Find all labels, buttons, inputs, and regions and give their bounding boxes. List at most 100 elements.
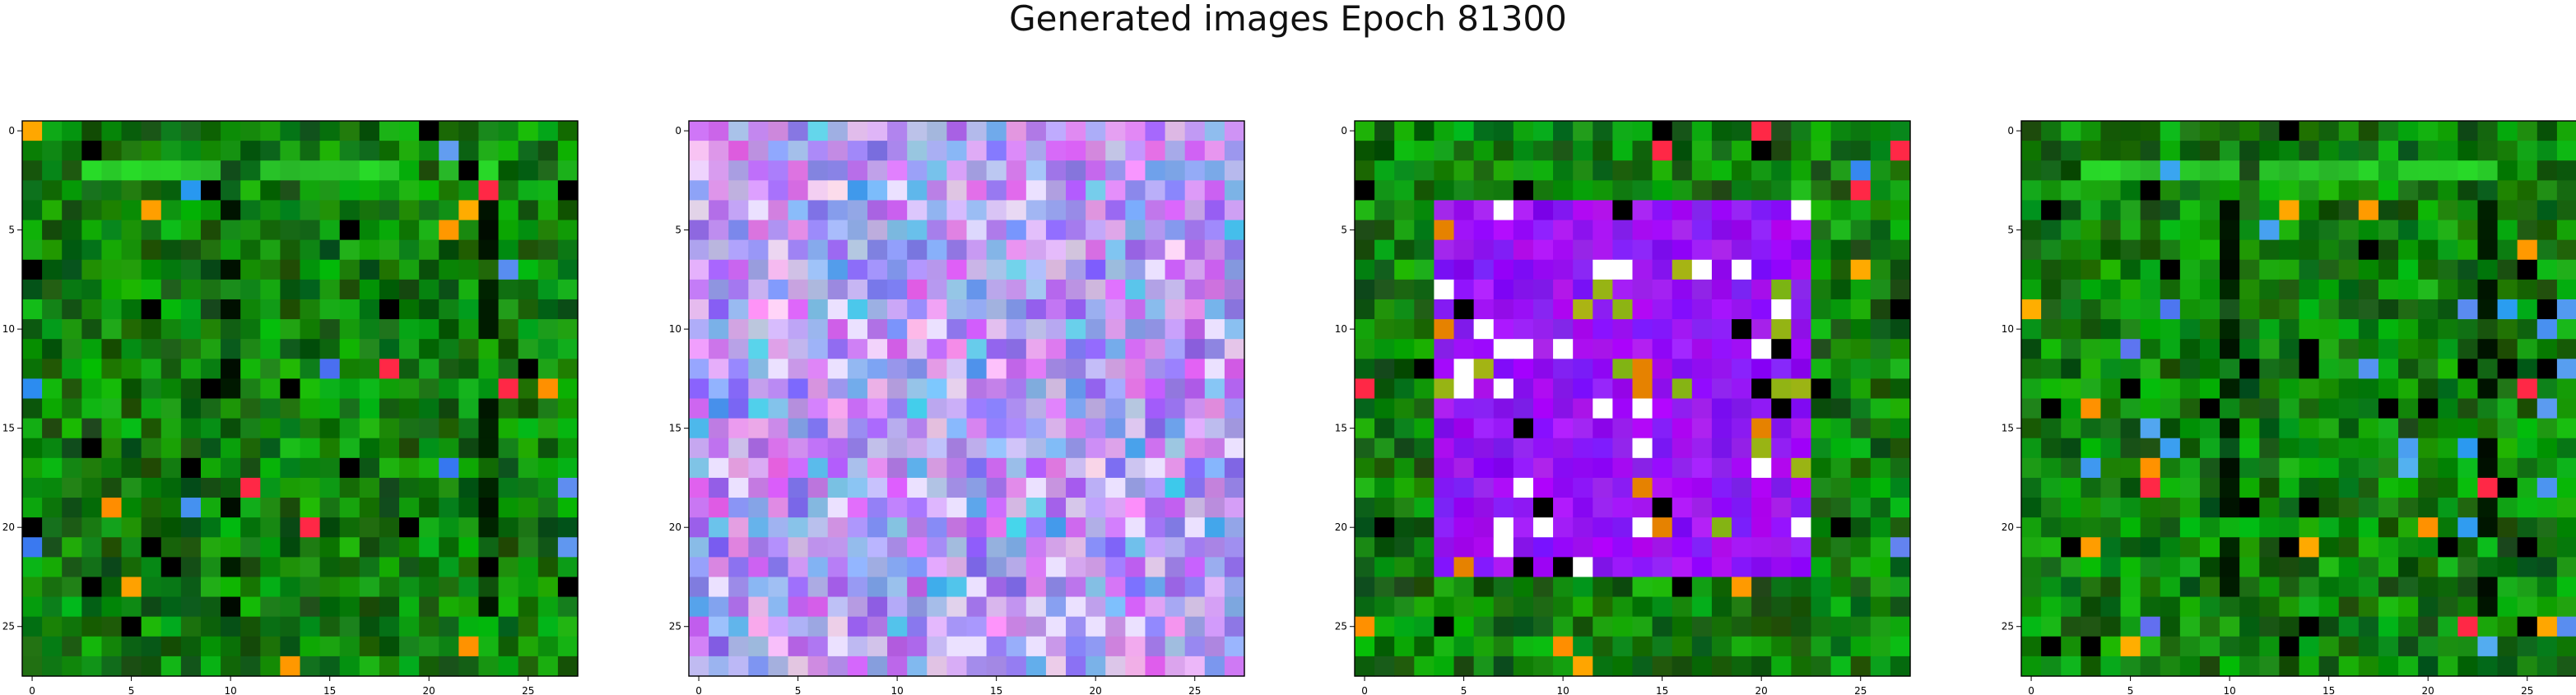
pixel-cell	[689, 141, 709, 161]
pixel-cell	[2318, 299, 2340, 320]
pixel-cell	[1006, 418, 1027, 439]
pixel-cell	[300, 398, 321, 419]
pixel-cell	[1184, 279, 1206, 300]
pixel-cell	[1086, 220, 1106, 241]
pixel-cell	[1593, 160, 1613, 181]
pixel-cell	[1691, 656, 1713, 677]
pixel-cell	[748, 577, 770, 598]
pixel-cell	[2120, 299, 2141, 320]
pixel-cell	[1811, 180, 1832, 202]
pixel-cell	[200, 636, 221, 657]
pixel-cell	[1771, 378, 1792, 400]
pixel-cell	[1473, 220, 1495, 241]
pixel-cell	[1573, 259, 1593, 280]
pixel-cell	[1355, 339, 1375, 359]
pixel-cell	[1830, 378, 1852, 400]
pixel-cell	[62, 477, 82, 498]
pixel-cell	[1532, 339, 1554, 359]
pixel-cell	[62, 596, 82, 618]
pixel-cell	[2358, 537, 2379, 558]
pixel-cell	[1553, 616, 1574, 637]
pixel-cell	[2179, 319, 2201, 340]
pixel-cell	[2239, 398, 2260, 419]
pixel-cell	[1850, 498, 1872, 518]
pixel-cell	[42, 636, 63, 657]
pixel-cell	[1593, 339, 1613, 359]
pixel-cell	[101, 457, 123, 479]
pixel-cell	[2536, 359, 2558, 379]
pixel-cell	[1045, 457, 1067, 479]
pixel-cell	[2279, 359, 2300, 379]
pixel-cell	[1224, 319, 1245, 340]
pixel-cell	[1632, 498, 1653, 518]
pixel-cell	[2061, 160, 2081, 181]
pixel-cell	[1573, 656, 1593, 677]
pixel-cell	[946, 378, 968, 400]
pixel-cell	[2259, 180, 2280, 202]
pixel-cell	[1672, 656, 1693, 677]
pixel-cell	[847, 596, 868, 618]
pixel-cell	[1493, 180, 1514, 202]
pixel-cell	[1732, 656, 1752, 677]
pixel-cell	[2457, 220, 2479, 241]
pixel-cell	[2338, 438, 2360, 459]
pixel-cell	[788, 121, 809, 141]
pixel-cell	[121, 537, 142, 558]
pixel-cell	[359, 121, 380, 141]
pixel-cell	[1850, 259, 1872, 280]
pixel-cell	[2398, 438, 2419, 459]
pixel-cell	[1165, 220, 1186, 241]
pixel-cell	[2259, 398, 2280, 419]
pixel-cell	[788, 616, 809, 637]
pixel-cell	[300, 418, 321, 439]
pixel-cell	[1125, 319, 1146, 340]
pixel-cell	[2517, 141, 2538, 161]
pixel-cell	[2061, 457, 2081, 479]
pixel-cell	[1025, 319, 1047, 340]
pixel-cell	[927, 160, 947, 181]
pixel-cell	[927, 616, 947, 637]
pixel-cell	[2517, 299, 2538, 320]
pixel-cell	[22, 299, 43, 320]
pixel-cell	[180, 616, 202, 637]
pixel-cell	[1612, 160, 1634, 181]
pixel-cell	[2418, 259, 2439, 280]
pixel-cell	[2517, 616, 2538, 637]
pixel-cell	[221, 457, 241, 479]
pixel-cell	[867, 596, 888, 618]
pixel-cell	[1652, 279, 1673, 300]
pixel-cell	[1045, 616, 1067, 637]
pixel-cell	[966, 200, 988, 221]
pixel-cell	[1751, 378, 1772, 400]
pixel-cell	[807, 517, 829, 538]
pixel-cell	[2299, 319, 2320, 340]
pixel-cell	[2398, 200, 2419, 221]
pixel-cell	[986, 656, 1007, 677]
pixel-cell	[180, 477, 202, 498]
pixel-cell	[1830, 656, 1852, 677]
pixel-cell	[1145, 616, 1166, 637]
pixel-cell	[2418, 398, 2439, 419]
pixel-cell	[1374, 517, 1395, 538]
pixel-cell	[1791, 121, 1812, 141]
pixel-cell	[966, 398, 988, 419]
pixel-cell	[2199, 537, 2220, 558]
pixel-cell	[1632, 121, 1653, 141]
pixel-cell	[399, 477, 420, 498]
pixel-cell	[359, 616, 380, 637]
pixel-cell	[2457, 259, 2479, 280]
pixel-cell	[359, 220, 380, 241]
pixel-cell	[2338, 418, 2360, 439]
pixel-cell	[1045, 537, 1067, 558]
pixel-cell	[2536, 279, 2558, 300]
pixel-cell	[2338, 180, 2360, 202]
pixel-cell	[1453, 239, 1475, 261]
pixel-cell	[2299, 577, 2320, 598]
pixel-cell	[300, 259, 321, 280]
pixel-cell	[2556, 160, 2576, 181]
pixel-cell	[1612, 239, 1634, 261]
pixel-cell	[2299, 359, 2320, 379]
pixel-cell	[537, 438, 559, 459]
pixel-cell	[1870, 299, 1891, 320]
pixel-cell	[1890, 359, 1911, 379]
